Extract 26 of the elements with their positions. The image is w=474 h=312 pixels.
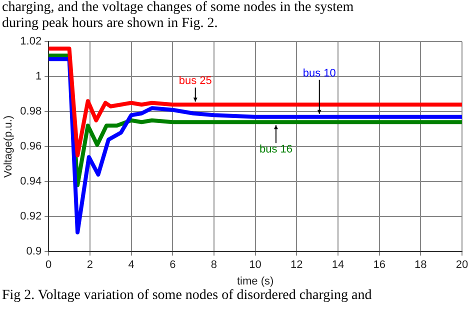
text: charging, and the voltage changes of some nodes in the system — [2, 0, 355, 16]
x-tick-label: 20 — [456, 259, 468, 272]
x-axis-title: time (s) — [236, 275, 274, 288]
series-label: bus 16 — [259, 144, 292, 156]
x-tick-label: 12 — [290, 259, 303, 272]
x-tick-label: 6 — [170, 259, 176, 272]
x-tick-label: 18 — [414, 259, 427, 272]
x-tick-label: 0 — [46, 259, 52, 272]
y-tick-label: 0.94 — [20, 176, 42, 188]
y-tick-label: 1 — [35, 70, 42, 83]
y-axis-title: Voltage(p.u.) — [2, 115, 15, 178]
x-tick-label: 2 — [86, 259, 94, 272]
text: bus 10 — [302, 67, 336, 80]
y-tick-label: 0.92 — [20, 210, 42, 223]
caption: Fig 2. Voltage variation of some nodes of disordered charging and — [2, 288, 373, 304]
x-tick-label: 4 — [128, 259, 134, 272]
x-tick-label: 8 — [210, 259, 218, 272]
text: during peak hours are shown in Fig. 2. — [2, 16, 219, 32]
y-tick-label: 0.9 — [26, 246, 42, 258]
y-tick-label: 0.96 — [20, 140, 42, 153]
series-label: bus 25 — [178, 75, 212, 88]
x-tick-label: 10 — [249, 259, 262, 272]
y-tick-label: 0.98 — [20, 106, 42, 118]
x-tick-label: 16 — [373, 259, 386, 272]
x-tick-label: 14 — [332, 259, 344, 272]
y-tick-label: 1.02 — [20, 36, 42, 48]
